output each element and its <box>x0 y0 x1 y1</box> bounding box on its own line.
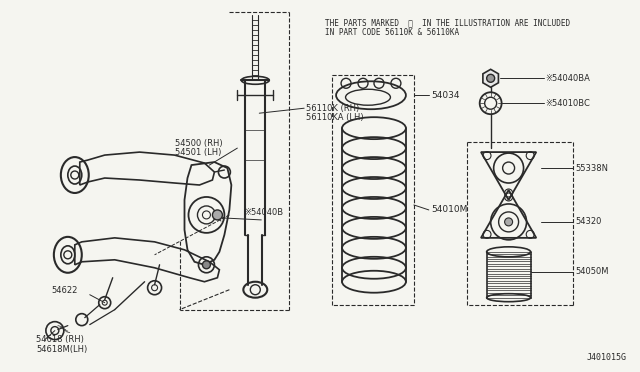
Text: ※54010BC: ※54010BC <box>545 99 590 108</box>
Text: IN PART CODE 56110K & 56110KA: IN PART CODE 56110K & 56110KA <box>325 28 460 38</box>
Circle shape <box>202 261 211 269</box>
Circle shape <box>504 218 513 226</box>
Text: THE PARTS MARKED  ※  IN THE ILLUSTRATION ARE INCLUDED: THE PARTS MARKED ※ IN THE ILLUSTRATION A… <box>325 19 570 28</box>
Text: 54010M: 54010M <box>431 205 467 214</box>
Circle shape <box>486 74 495 82</box>
Text: 56110KA (LH): 56110KA (LH) <box>306 113 364 122</box>
Text: 56110K (RH): 56110K (RH) <box>306 104 360 113</box>
Text: 54501 (LH): 54501 (LH) <box>175 148 221 157</box>
Text: ※54040BA: ※54040BA <box>545 74 590 83</box>
Text: 54034: 54034 <box>431 91 460 100</box>
Text: J401015G: J401015G <box>586 353 627 362</box>
Text: 54622: 54622 <box>52 286 78 295</box>
Text: 54618 (RH): 54618 (RH) <box>36 335 84 344</box>
Text: 54618M(LH): 54618M(LH) <box>36 345 87 354</box>
Text: 54320: 54320 <box>575 217 602 227</box>
Text: 54500 (RH): 54500 (RH) <box>175 139 222 148</box>
Text: ※54040B: ※54040B <box>244 208 284 217</box>
Circle shape <box>212 210 222 220</box>
Text: 55338N: 55338N <box>575 164 609 173</box>
Polygon shape <box>483 69 499 87</box>
Text: 54050M: 54050M <box>575 267 609 276</box>
